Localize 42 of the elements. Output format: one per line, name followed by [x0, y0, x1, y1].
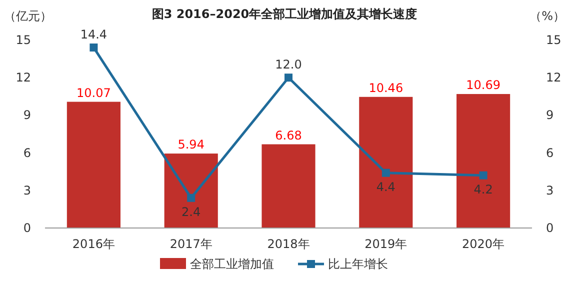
y-tick-label: 6 — [23, 146, 31, 160]
data-label: 2.4 — [182, 204, 201, 219]
data-label: 4.4 — [376, 180, 396, 194]
bar — [359, 96, 413, 228]
bar — [66, 102, 120, 228]
y-tick-label: 15 — [16, 33, 31, 47]
y-tick-label: 12 — [16, 70, 31, 85]
y-tick-label: 3 — [23, 183, 31, 198]
y2-tick-label: 0 — [546, 221, 554, 235]
x-tick-label: 2018年 — [267, 237, 310, 251]
y2-tick-label: 3 — [546, 183, 554, 198]
legend-label: 比上年增长 — [328, 257, 388, 271]
bar — [262, 144, 316, 228]
data-label: 10.69 — [466, 78, 500, 92]
point — [90, 44, 98, 52]
point — [284, 74, 292, 82]
data-label: 10.46 — [368, 80, 404, 95]
chart-title: 图3 2016–2020年全部工业增加值及其增长速度 — [152, 7, 418, 21]
data-label: 10.07 — [76, 86, 111, 100]
data-label: 6.68 — [275, 128, 302, 142]
data-label: 12.0 — [275, 58, 302, 72]
y-tick-label: 0 — [23, 221, 31, 235]
point — [187, 194, 196, 202]
y-tick-label: 9 — [23, 108, 31, 122]
legend-label: 全部工业增加值 — [190, 257, 274, 271]
bar — [456, 94, 510, 228]
x-tick-label: 2017年 — [170, 237, 212, 251]
bar — [164, 154, 218, 228]
data-label: 4.2 — [474, 182, 493, 196]
point — [479, 171, 488, 180]
data-label: 14.4 — [80, 28, 108, 42]
data-label: 5.94 — [178, 138, 204, 152]
y2-tick-label: 15 — [546, 33, 562, 47]
x-tick-label: 2019年 — [364, 237, 408, 251]
y2-tick-label: 6 — [546, 146, 554, 160]
y-axis-title: （亿元） — [4, 9, 52, 23]
y2-tick-label: 12 — [546, 70, 562, 85]
y2-tick-label: 9 — [546, 108, 554, 122]
point — [382, 168, 390, 177]
x-tick-label: 2016年 — [72, 237, 115, 251]
x-tick-label: 2020年 — [462, 237, 505, 251]
y2-axis-title: （%） — [530, 9, 565, 23]
